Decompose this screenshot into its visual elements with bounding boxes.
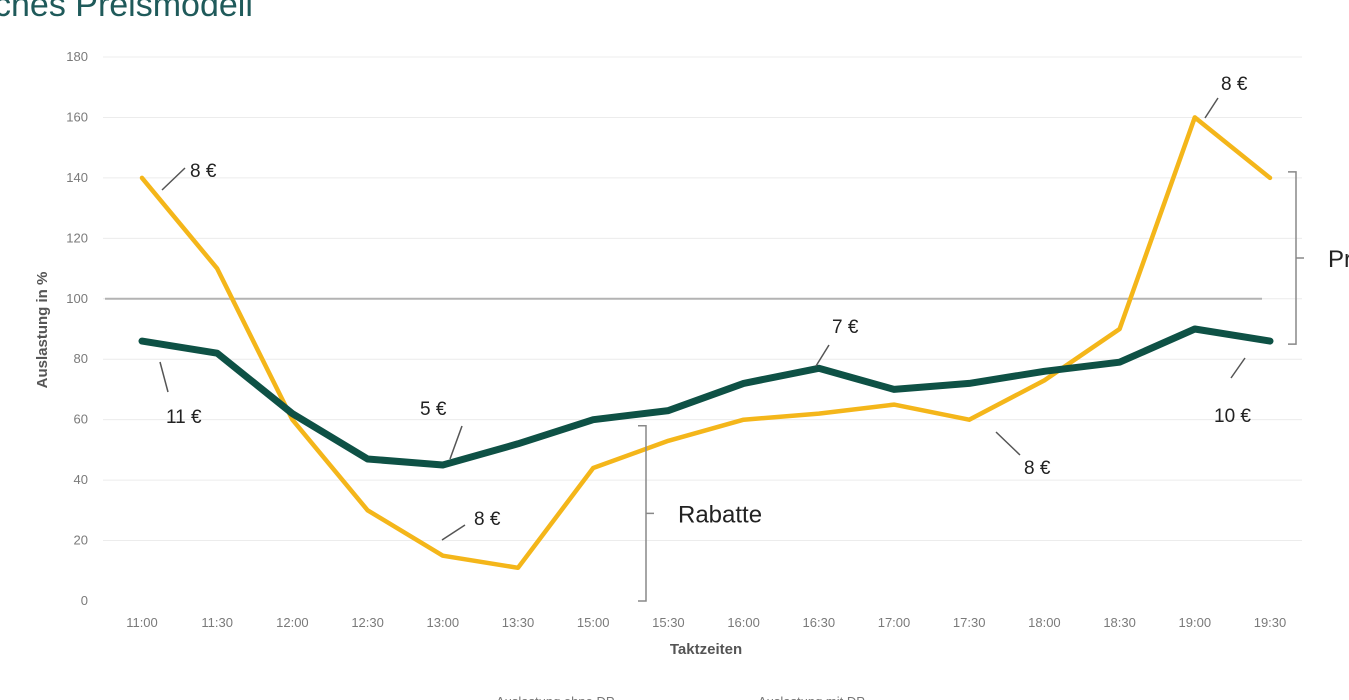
x-tick-label: 15:30 xyxy=(652,615,685,630)
x-tick-label: 12:30 xyxy=(351,615,384,630)
price-label: 11 € xyxy=(166,407,202,428)
brackets: Rabatte Pr xyxy=(638,171,1349,602)
legend: Auslastung ohne DP Auslastung mit DP xyxy=(496,694,865,700)
price-leader-line xyxy=(159,361,169,393)
x-tick-label: 17:00 xyxy=(878,615,911,630)
price-leader-line xyxy=(815,344,830,367)
price-label: 10 € xyxy=(1214,406,1251,427)
page-title: ches Preismodell xyxy=(0,0,253,24)
x-tick-label: 13:30 xyxy=(502,615,535,630)
price-label: 8 € xyxy=(1221,74,1248,95)
x-tick-label: 18:00 xyxy=(1028,615,1061,630)
price-label: 8 € xyxy=(1024,458,1051,479)
price-label: 8 € xyxy=(190,161,217,182)
price-labels: 8 € 11 € 5 € 8 € 7 € 8 € 8 € 10 € xyxy=(159,74,1251,541)
x-tick-label: 11:30 xyxy=(201,615,233,630)
x-tick-label: 11:00 xyxy=(126,615,158,630)
y-tick-label: 20 xyxy=(74,533,88,548)
bracket xyxy=(1288,171,1304,345)
series-line-mit-dp xyxy=(138,325,1274,469)
y-tick-label: 80 xyxy=(74,351,88,366)
legend-label: Auslastung ohne DP xyxy=(496,694,615,700)
series-line-ohne-dp xyxy=(139,115,1273,571)
bracket-label: Pr xyxy=(1328,246,1349,273)
y-tick-label: 100 xyxy=(66,291,88,306)
legend-label: Auslastung mit DP xyxy=(758,694,865,700)
x-tick-label: 18:30 xyxy=(1103,615,1136,630)
x-tick-label: 17:30 xyxy=(953,615,986,630)
bracket xyxy=(638,424,654,602)
price-leader-line xyxy=(1204,97,1219,119)
price-label: 8 € xyxy=(474,509,501,530)
y-tick-label: 140 xyxy=(66,170,88,185)
x-axis-title: Taktzeiten xyxy=(670,641,742,658)
x-tick-label: 19:00 xyxy=(1179,615,1212,630)
y-tick-label: 180 xyxy=(66,49,88,64)
y-tick-label: 120 xyxy=(66,230,88,245)
y-tick-label: 40 xyxy=(74,472,88,487)
y-axis-title: Auslastung in % xyxy=(34,272,51,389)
price-leader-line xyxy=(995,431,1021,456)
bracket-label: Rabatte xyxy=(678,501,762,528)
y-tick-label: 160 xyxy=(66,109,88,124)
x-tick-label: 19:30 xyxy=(1254,615,1287,630)
y-tick-label: 0 xyxy=(81,593,88,608)
series-lines xyxy=(138,115,1274,571)
x-axis-ticks: 11:00 11:30 12:00 12:30 13:00 13:30 15:00 15:30… xyxy=(126,615,1286,630)
price-leader-line xyxy=(1230,357,1246,379)
y-axis-ticks: 0 20 40 60 80 100 120 140 160 180 xyxy=(66,49,88,608)
price-label: 7 € xyxy=(832,317,859,338)
x-tick-label: 16:30 xyxy=(803,615,836,630)
x-tick-label: 15:00 xyxy=(577,615,610,630)
price-leader-line xyxy=(449,425,463,460)
x-tick-label: 13:00 xyxy=(427,615,460,630)
y-tick-label: 60 xyxy=(74,412,88,427)
x-tick-label: 16:00 xyxy=(727,615,760,630)
price-label: 5 € xyxy=(420,399,447,420)
price-leader-line xyxy=(441,524,466,541)
price-leader-line xyxy=(161,167,186,191)
x-tick-label: 12:00 xyxy=(276,615,309,630)
